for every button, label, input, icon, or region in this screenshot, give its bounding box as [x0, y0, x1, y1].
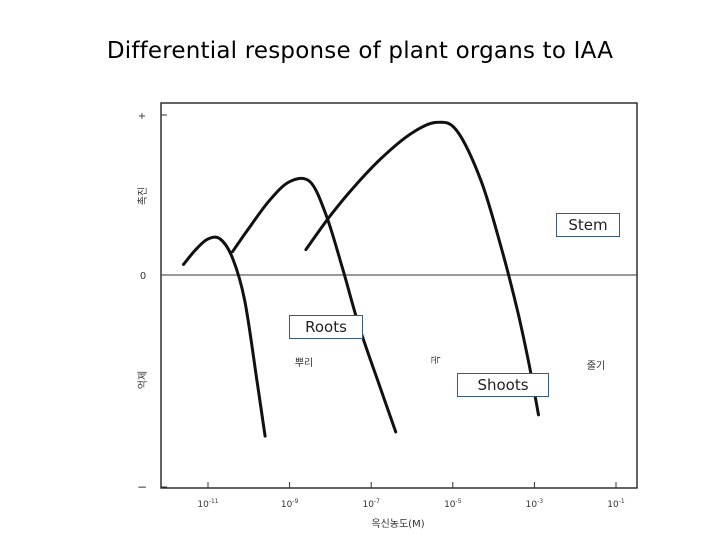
series-label-stem: 줄기 — [587, 360, 605, 372]
slide-title: Differential response of plant organs to… — [106, 38, 614, 64]
series-label-shoots: 눈 — [429, 355, 441, 364]
curve-stem — [304, 120, 540, 417]
plot-frame — [160, 102, 638, 489]
callout-shoots: Shoots — [457, 373, 549, 397]
x-tick-label: 10-3 — [526, 498, 544, 510]
x-axis-ticks: 10-11 10-9 10-7 10-5 10-3 10-1 — [197, 482, 625, 510]
x-tick-label: 10-1 — [607, 498, 625, 510]
x-tick-label: 10-9 — [281, 498, 299, 510]
x-tick-label: 10-5 — [444, 498, 462, 510]
curves — [182, 120, 540, 438]
curve-roots — [182, 235, 267, 438]
x-tick-label: 10-11 — [197, 498, 218, 510]
y-label-inhibition: 억제 — [137, 371, 149, 389]
y-label-promotion: 촉진 — [137, 187, 149, 205]
y-tick-minus: − — [137, 480, 147, 494]
x-tick-label: 10-7 — [362, 498, 380, 510]
x-axis-label: 옥신농도(M) — [371, 518, 424, 530]
callout-stem: Stem — [556, 213, 620, 237]
curve-shoots — [231, 176, 398, 434]
callout-roots: Roots — [289, 315, 363, 339]
y-tick-plus: + — [138, 111, 146, 122]
y-tick-zero: 0 — [140, 271, 146, 282]
series-label-roots: 뿌리 — [295, 357, 313, 369]
